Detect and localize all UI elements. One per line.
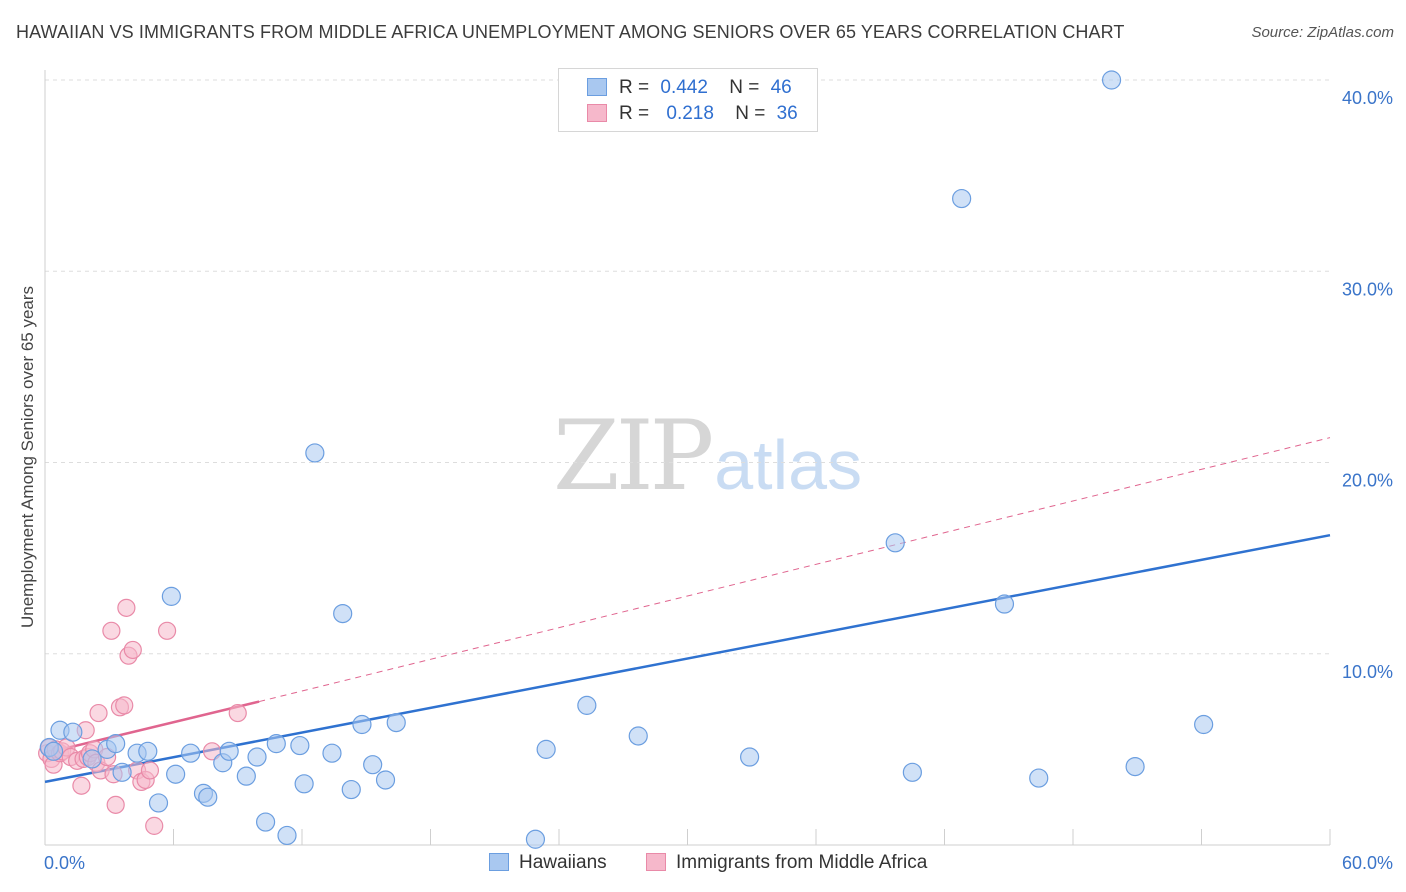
axes [44,70,1331,846]
hawaiians-point [885,533,905,553]
hawaiians-point [255,812,276,832]
legend-n-value: 36 [776,103,798,124]
hawaiians-point [266,734,286,754]
hawaiians-points [39,70,1214,849]
immigrants-point [157,621,177,640]
immigrants-point [89,703,108,723]
legend-box: R = 0.442 N = 46 R = 0.218 N = 36 [558,68,818,132]
grid-lines [45,79,1330,655]
legend-r-label: R = [619,103,650,124]
trend-line-hawaiians [44,533,1331,784]
hawaiians-point [352,714,372,735]
hawaiians-point [247,747,267,767]
legend-swatch-immigrants [587,104,607,122]
legend-n-label: N = [735,103,766,124]
hawaiians-point [63,722,83,742]
bottom-legend-label-immigrants: Immigrants from Middle Africa [676,852,928,873]
hawaiians-point [525,829,546,849]
hawaiians-point [305,443,325,463]
hawaiians-point [219,741,239,761]
hawaiians-point [322,743,342,763]
y-axis-label: Unemployment Among Seniors over 65 years [18,286,37,628]
source-label: Source: ZipAtlas.com [1251,24,1394,41]
bottom-legend-immigrants: Immigrants from Middle Africa [646,852,927,874]
hawaiians-point [341,779,361,800]
immigrants-point [140,761,160,780]
hawaiians-point [181,743,201,763]
hawaiians-point [994,594,1015,614]
hawaiians-point [740,747,760,767]
hawaiians-point [198,787,218,807]
hawaiians-point [277,825,297,846]
bottom-legend-swatch-immigrants [646,853,666,871]
hawaiians-point [294,774,314,794]
legend-n-value: 46 [770,77,792,98]
trend-lines [44,437,1331,784]
immigrants-point [117,598,136,617]
trend-line-immigrants [259,437,1331,703]
immigrants-point [102,621,121,640]
bottom-legend-hawaiians: Hawaiians [489,852,607,874]
hawaiians-point [902,762,922,782]
watermark-atlas: atlas [714,426,863,504]
bottom-legend-swatch-hawaiians [489,853,509,871]
hawaiians-point [628,726,648,746]
hawaiians-point [236,766,256,786]
hawaiians-point [148,793,169,813]
hawaiians-point [290,735,310,756]
legend-swatch-hawaiians [587,78,607,96]
hawaiians-point [1125,756,1145,777]
hawaiians-point [577,695,597,715]
bottom-legend-label-hawaiians: Hawaiians [519,852,607,873]
y-tick-label: 30.0% [1342,279,1393,299]
immigrants-point [123,640,142,660]
hawaiians-point [363,755,383,775]
immigrants-point [228,703,247,723]
trend-line-immigrants [44,700,260,755]
immigrants-point [145,816,164,835]
immigrants-point [106,795,125,814]
hawaiians-point [386,712,406,733]
legend-n-label: N = [729,77,760,98]
watermark: ZIPatlas [553,400,862,512]
y-tick-label: 20.0% [1342,471,1393,491]
watermark-zip: ZIP [553,400,714,512]
legend-r-value: 0.442 [660,77,708,98]
legend-r-label: R = [619,77,650,98]
hawaiians-point [82,749,102,769]
hawaiians-point [138,741,158,761]
hawaiians-point [1029,768,1049,788]
hawaiians-point [333,603,353,624]
hawaiians-point [1101,70,1122,90]
hawaiians-point [161,586,181,606]
legend-r-value: 0.218 [666,103,714,124]
y-tick-label: 40.0% [1342,88,1393,108]
hawaiians-point [1194,714,1214,735]
x-tick-label: 60.0% [1342,853,1393,873]
tick-labels: 10.0% 20.0% 30.0% 40.0% 0.0% 60.0% [44,88,1393,873]
hawaiians-point [375,770,396,790]
x-tick-label: 0.0% [44,853,85,873]
hawaiians-point [112,762,132,782]
chart-title: HAWAIIAN VS IMMIGRANTS FROM MIDDLE AFRIC… [16,22,1125,42]
y-tick-label: 10.0% [1342,662,1393,682]
immigrants-point [115,696,134,715]
immigrants-point [72,776,91,795]
hawaiians-point [106,734,126,754]
hawaiians-point [43,741,64,761]
hawaiians-point [166,764,186,784]
hawaiians-point [536,739,556,759]
hawaiians-point [952,188,972,209]
